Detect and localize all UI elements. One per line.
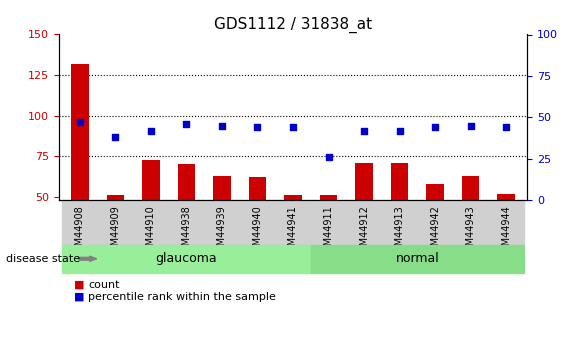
Point [395, 128, 404, 133]
Bar [107, 195, 124, 278]
Text: glaucoma: glaucoma [156, 252, 217, 265]
Text: ■: ■ [74, 292, 84, 302]
Point [253, 125, 262, 130]
Text: ■: ■ [74, 280, 84, 289]
Point [466, 123, 475, 128]
Point [288, 125, 298, 130]
Bar [178, 164, 195, 278]
Bar [248, 177, 267, 278]
Bar [213, 176, 231, 278]
Text: percentile rank within the sample: percentile rank within the sample [88, 292, 276, 302]
Point [359, 128, 369, 133]
Text: disease state: disease state [6, 254, 80, 264]
Bar [426, 184, 444, 278]
Point [217, 123, 227, 128]
Bar [355, 163, 373, 278]
Bar [71, 64, 89, 278]
Text: normal: normal [396, 252, 439, 265]
Point [111, 135, 120, 140]
Bar [142, 159, 160, 278]
Point [75, 119, 84, 125]
Bar [462, 176, 479, 278]
Point [182, 121, 191, 127]
Point [502, 125, 511, 130]
Title: GDS1112 / 31838_at: GDS1112 / 31838_at [214, 17, 372, 33]
Point [430, 125, 440, 130]
Text: count: count [88, 280, 120, 289]
Bar [497, 194, 515, 278]
Bar [391, 163, 408, 278]
Point [146, 128, 156, 133]
Point [324, 154, 333, 160]
Bar [284, 195, 302, 278]
Bar [319, 195, 338, 278]
